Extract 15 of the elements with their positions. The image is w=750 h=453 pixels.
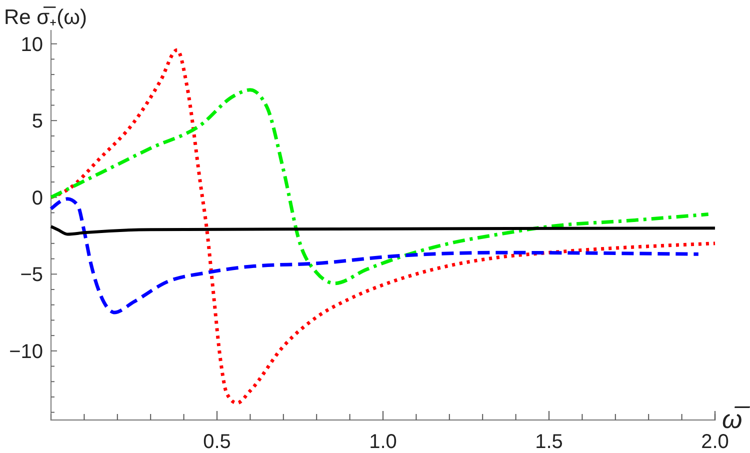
x-tick-label: 1.0 <box>369 431 397 453</box>
y-axis-title: Re σ̅₊(ω) <box>4 6 88 29</box>
y-tick-label: 5 <box>32 110 43 133</box>
y-tick-label: 10 <box>20 34 43 56</box>
y-tick-label: −10 <box>9 340 43 363</box>
line-series <box>49 88 710 286</box>
x-axis-title: ω̅ <box>722 404 750 434</box>
y-tick-label: −5 <box>20 264 43 286</box>
x-tick-label: 0.5 <box>203 431 231 453</box>
y-tick-label: 0 <box>32 187 43 210</box>
x-tick-label: 1.5 <box>535 431 563 453</box>
line-series <box>50 225 716 236</box>
line-series <box>49 48 717 405</box>
x-tick-label: 2.0 <box>701 431 729 453</box>
line-series <box>49 197 700 314</box>
